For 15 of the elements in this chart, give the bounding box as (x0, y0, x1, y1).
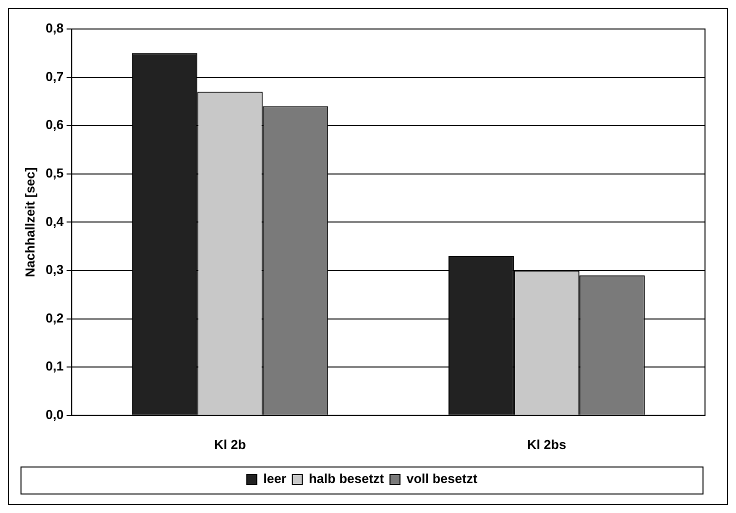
y-tick-label: 0,3 (46, 262, 64, 278)
y-tick-label: 0,7 (46, 68, 64, 84)
y-tick-label: 0,6 (46, 117, 64, 132)
legend-label: leer (263, 471, 286, 486)
y-tick-label: 0,2 (46, 310, 64, 326)
y-tick-label: 0,0 (46, 406, 64, 422)
y-tick-label: 0,5 (46, 165, 64, 180)
x-tick-label: Kl 2bs (527, 436, 566, 452)
y-axis-title: Nachhallzeit [sec] (22, 167, 38, 278)
y-tick-label: 0,4 (46, 214, 64, 229)
y-tick-label: 0,1 (46, 358, 64, 374)
x-tick-label: Kl 2b (214, 436, 246, 452)
legend-label: voll besetzt (406, 471, 478, 486)
y-tick-label: 0,8 (46, 20, 64, 36)
legend-label: halb besetzt (308, 471, 385, 486)
